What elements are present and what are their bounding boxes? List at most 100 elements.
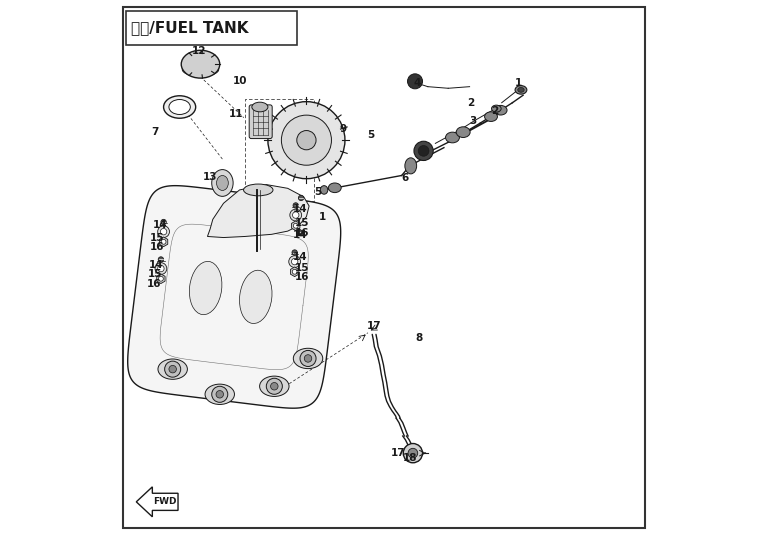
Text: 15: 15: [295, 218, 310, 228]
Ellipse shape: [293, 348, 323, 369]
Circle shape: [299, 195, 304, 201]
Circle shape: [290, 209, 302, 221]
Circle shape: [293, 203, 299, 208]
Text: 15: 15: [295, 263, 310, 272]
Circle shape: [268, 102, 345, 179]
Circle shape: [158, 277, 164, 281]
Ellipse shape: [181, 50, 220, 78]
Text: 16: 16: [147, 279, 161, 289]
Text: 8: 8: [415, 333, 422, 343]
Text: 油箱/FUEL TANK: 油箱/FUEL TANK: [131, 20, 249, 36]
Text: 4: 4: [413, 78, 421, 88]
Ellipse shape: [217, 175, 228, 190]
Text: 14: 14: [293, 252, 308, 262]
Polygon shape: [160, 237, 167, 247]
Text: 17: 17: [367, 322, 382, 331]
Circle shape: [281, 115, 332, 165]
Ellipse shape: [252, 102, 268, 112]
Text: 6: 6: [402, 173, 409, 182]
Text: 14: 14: [293, 204, 308, 213]
Ellipse shape: [182, 63, 219, 77]
Circle shape: [169, 365, 177, 373]
Text: 16: 16: [151, 242, 164, 252]
Text: 10: 10: [233, 77, 247, 86]
Text: 15: 15: [147, 270, 162, 279]
Text: 14: 14: [153, 220, 167, 230]
Circle shape: [270, 383, 278, 390]
FancyBboxPatch shape: [249, 105, 272, 139]
Text: 14: 14: [148, 260, 164, 270]
Text: 2: 2: [491, 106, 498, 116]
Polygon shape: [207, 185, 309, 238]
Ellipse shape: [260, 376, 289, 396]
Text: 16: 16: [295, 272, 310, 282]
Circle shape: [161, 240, 166, 244]
Text: 14: 14: [293, 231, 308, 240]
Ellipse shape: [445, 132, 459, 143]
Circle shape: [293, 212, 299, 218]
Ellipse shape: [169, 100, 190, 114]
Ellipse shape: [212, 170, 233, 196]
Text: 15: 15: [151, 233, 164, 242]
Text: 5: 5: [367, 130, 374, 140]
Circle shape: [304, 355, 312, 362]
Circle shape: [403, 444, 422, 463]
Circle shape: [161, 219, 166, 225]
Polygon shape: [127, 186, 341, 408]
Circle shape: [292, 250, 297, 255]
Circle shape: [161, 228, 167, 235]
Circle shape: [216, 391, 223, 398]
Text: 3: 3: [469, 117, 477, 126]
Circle shape: [296, 131, 316, 150]
Text: 2: 2: [467, 98, 474, 108]
Ellipse shape: [329, 183, 341, 193]
Circle shape: [164, 361, 180, 377]
Text: 1: 1: [515, 79, 522, 88]
Circle shape: [212, 386, 228, 402]
Ellipse shape: [515, 86, 527, 94]
Ellipse shape: [205, 384, 234, 404]
Ellipse shape: [518, 88, 525, 93]
Circle shape: [158, 257, 164, 262]
Ellipse shape: [190, 262, 222, 315]
Ellipse shape: [320, 186, 328, 194]
Circle shape: [155, 263, 167, 274]
Circle shape: [408, 448, 418, 458]
Ellipse shape: [158, 359, 187, 379]
Ellipse shape: [164, 96, 196, 118]
Text: 12: 12: [191, 46, 206, 56]
Text: 1: 1: [319, 212, 326, 221]
Text: 7: 7: [151, 127, 159, 137]
Text: 5: 5: [314, 187, 322, 197]
Circle shape: [296, 230, 302, 235]
Text: 16: 16: [295, 228, 310, 238]
Circle shape: [266, 378, 283, 394]
Text: 9: 9: [339, 125, 346, 134]
Circle shape: [419, 146, 429, 156]
Ellipse shape: [492, 105, 502, 112]
Circle shape: [291, 258, 298, 265]
Circle shape: [300, 350, 316, 366]
Text: 11: 11: [229, 109, 243, 119]
Ellipse shape: [240, 270, 272, 324]
Polygon shape: [136, 487, 178, 517]
Ellipse shape: [456, 127, 470, 137]
Bar: [126, 11, 297, 45]
Ellipse shape: [495, 105, 507, 115]
Circle shape: [408, 74, 422, 89]
Text: FWD: FWD: [154, 498, 177, 506]
Circle shape: [293, 270, 297, 274]
Polygon shape: [292, 221, 300, 231]
Circle shape: [414, 141, 433, 160]
Circle shape: [289, 256, 300, 268]
Circle shape: [157, 265, 164, 272]
Text: 17: 17: [391, 448, 406, 458]
Circle shape: [293, 224, 298, 228]
Ellipse shape: [243, 184, 273, 196]
Text: 13: 13: [204, 172, 217, 181]
Ellipse shape: [405, 158, 416, 174]
Polygon shape: [290, 267, 299, 277]
Ellipse shape: [485, 112, 498, 121]
Text: 18: 18: [402, 454, 417, 463]
Polygon shape: [157, 274, 165, 284]
